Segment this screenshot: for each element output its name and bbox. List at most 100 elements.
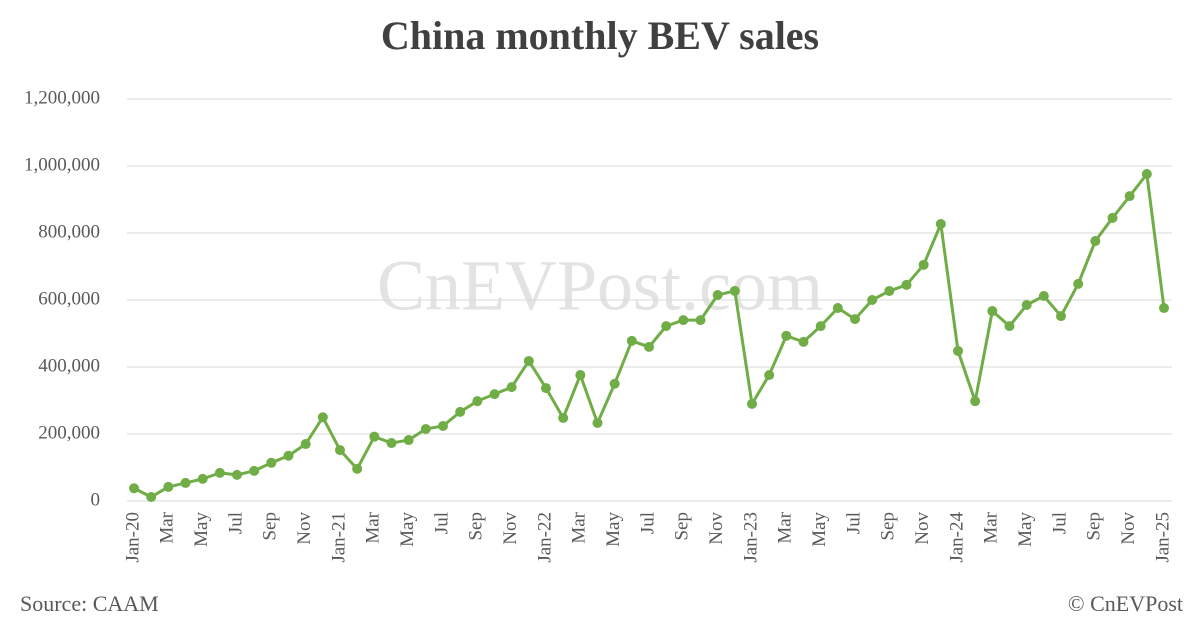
point-marker xyxy=(867,295,878,305)
y-tick-label: 1,200,000 xyxy=(24,87,100,108)
point-marker xyxy=(729,285,740,296)
x-tick-label: Mar xyxy=(981,511,1002,543)
point-marker xyxy=(403,435,414,446)
point-marker xyxy=(472,396,483,407)
x-tick-label: Sep xyxy=(672,512,693,541)
point-marker xyxy=(129,483,139,494)
x-tick-label: Sep xyxy=(1084,512,1105,541)
x-tick-label: Sep xyxy=(878,512,899,541)
x-tick-label: May xyxy=(603,512,624,547)
source: Source: CAAM xyxy=(20,591,159,616)
point-marker xyxy=(935,218,946,229)
point-marker xyxy=(850,314,860,325)
x-tick-label: Jan-25 xyxy=(1152,512,1173,563)
y-tick-label: 800,000 xyxy=(38,221,100,242)
y-tick-label: 200,000 xyxy=(38,422,100,443)
point-marker xyxy=(661,321,672,332)
point-marker xyxy=(455,406,466,417)
point-marker xyxy=(266,457,277,468)
y-tick-label: 400,000 xyxy=(38,355,100,376)
point-marker xyxy=(832,303,843,314)
x-tick-label: May xyxy=(397,512,418,547)
point-marker xyxy=(506,382,517,393)
y-tick-label: 600,000 xyxy=(38,288,100,309)
x-tick-label: May xyxy=(809,512,830,547)
point-marker xyxy=(764,370,775,381)
point-marker xyxy=(575,370,586,381)
point-marker xyxy=(352,463,363,474)
x-tick-label: Jan-20 xyxy=(122,512,143,563)
x-tick-label: Jul xyxy=(431,512,452,534)
point-marker xyxy=(197,473,208,484)
x-tick-label: Mar xyxy=(569,511,590,543)
point-marker xyxy=(901,279,912,290)
point-marker xyxy=(884,285,895,296)
point-marker xyxy=(1141,169,1152,180)
x-tick-label: Nov xyxy=(500,512,521,545)
point-marker xyxy=(1004,321,1015,332)
point-marker xyxy=(214,467,225,478)
x-tick-label: Jan-23 xyxy=(740,512,761,563)
point-marker xyxy=(420,423,431,434)
point-marker xyxy=(249,465,260,476)
x-tick-label: Nov xyxy=(1118,512,1139,545)
x-tick-label: Sep xyxy=(466,512,487,541)
point-marker xyxy=(970,396,981,407)
x-tick-label: Mar xyxy=(157,511,178,543)
x-tick-label: Jul xyxy=(843,512,864,534)
x-tick-label: Jan-22 xyxy=(534,512,555,563)
point-marker xyxy=(987,306,998,317)
point-marker xyxy=(918,259,929,270)
x-tick-label: May xyxy=(191,512,212,547)
point-marker xyxy=(953,345,963,356)
credit: © CnEVPost xyxy=(1068,591,1183,616)
point-marker xyxy=(317,412,328,423)
point-marker xyxy=(1107,212,1118,223)
point-marker xyxy=(712,289,723,300)
x-tick-label: Jul xyxy=(225,512,246,534)
point-marker xyxy=(300,439,311,450)
point-marker xyxy=(438,420,448,431)
point-marker xyxy=(592,417,603,428)
point-marker xyxy=(163,481,174,492)
point-marker xyxy=(626,335,637,346)
point-marker xyxy=(747,398,757,409)
point-marker xyxy=(283,450,294,461)
x-tick-label: May xyxy=(1015,512,1036,547)
point-marker xyxy=(541,383,551,394)
chart-title: China monthly BEV sales xyxy=(381,13,819,58)
point-marker xyxy=(1090,236,1101,247)
point-marker xyxy=(369,431,380,442)
x-tick-label: Jan-24 xyxy=(946,512,967,563)
x-tick-label: Nov xyxy=(294,512,315,545)
point-marker xyxy=(781,330,792,341)
x-tick-label: Mar xyxy=(363,511,384,543)
point-marker xyxy=(1021,300,1032,311)
point-marker xyxy=(609,378,620,389)
point-marker xyxy=(523,355,534,366)
point-marker xyxy=(695,315,706,326)
x-tick-label: Jan-21 xyxy=(328,512,349,563)
y-tick-label: 0 xyxy=(91,489,101,510)
point-marker xyxy=(1159,303,1169,314)
point-marker xyxy=(644,341,654,352)
y-tick-label: 1,000,000 xyxy=(24,154,100,175)
x-tick-label: Mar xyxy=(775,511,796,543)
point-marker xyxy=(798,336,809,347)
point-marker xyxy=(558,412,569,423)
x-tick-label: Jul xyxy=(1049,512,1070,534)
x-tick-label: Sep xyxy=(260,512,281,541)
point-marker xyxy=(678,315,689,326)
watermark: CnEVPost.com xyxy=(377,246,823,326)
x-tick-label: Nov xyxy=(706,512,727,545)
point-marker xyxy=(180,477,191,488)
point-marker xyxy=(386,438,397,449)
point-marker xyxy=(815,321,826,332)
point-marker xyxy=(489,389,500,400)
point-marker xyxy=(1124,191,1135,202)
point-marker xyxy=(1056,311,1066,322)
point-marker xyxy=(335,445,345,456)
point-marker xyxy=(1038,290,1049,301)
